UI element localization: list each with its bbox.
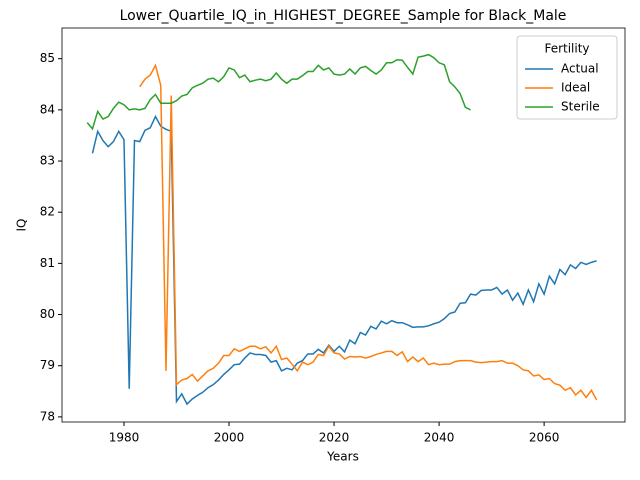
chart-title: Lower_Quartile_IQ_in_HIGHEST_DEGREE_Samp…	[120, 8, 567, 24]
x-tick-label: 2060	[529, 431, 560, 445]
y-tick-label: 85	[40, 51, 55, 65]
y-tick-label: 82	[40, 205, 55, 219]
legend-label: Sterile	[561, 100, 600, 114]
plot-frame	[61, 27, 626, 423]
x-axis-label: Years	[326, 450, 359, 464]
line-series	[86, 53, 471, 131]
y-axis-label: IQ	[15, 219, 29, 232]
x-tick-label: 2020	[319, 431, 350, 445]
y-tick-label: 80	[40, 307, 55, 321]
x-tick-label: 1980	[109, 431, 140, 445]
legend-label: Ideal	[561, 81, 590, 95]
y-tick-label: 79	[40, 358, 55, 372]
legend-title: Fertility	[544, 42, 589, 56]
y-tick-label: 83	[40, 154, 55, 168]
line-series	[139, 63, 598, 401]
legend-box	[516, 35, 618, 120]
legend-label: Actual	[561, 62, 599, 76]
y-tick-label: 78	[40, 409, 55, 423]
y-tick-label: 81	[40, 256, 55, 270]
y-tick-label: 84	[40, 102, 55, 116]
x-tick-label: 2000	[214, 431, 245, 445]
x-tick-label: 2040	[424, 431, 455, 445]
line-series	[91, 114, 597, 406]
